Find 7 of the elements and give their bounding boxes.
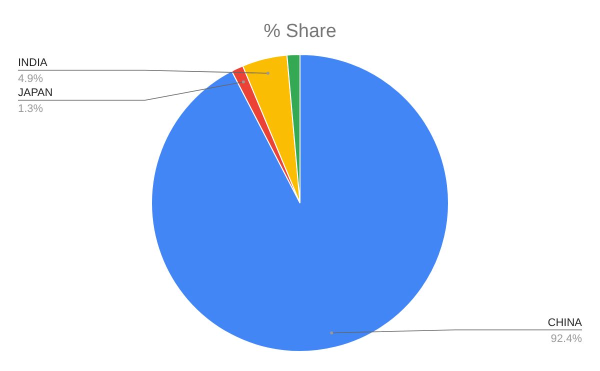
slice-label: INDIA bbox=[18, 57, 48, 70]
data-label: 1.3% bbox=[18, 103, 44, 116]
data-label: 4.9% bbox=[18, 73, 44, 86]
slice-label: CHINA bbox=[548, 316, 583, 329]
data-label: 92.4% bbox=[550, 332, 582, 345]
chart-title: % Share bbox=[264, 21, 336, 42]
slice-label: JAPAN bbox=[18, 87, 53, 100]
